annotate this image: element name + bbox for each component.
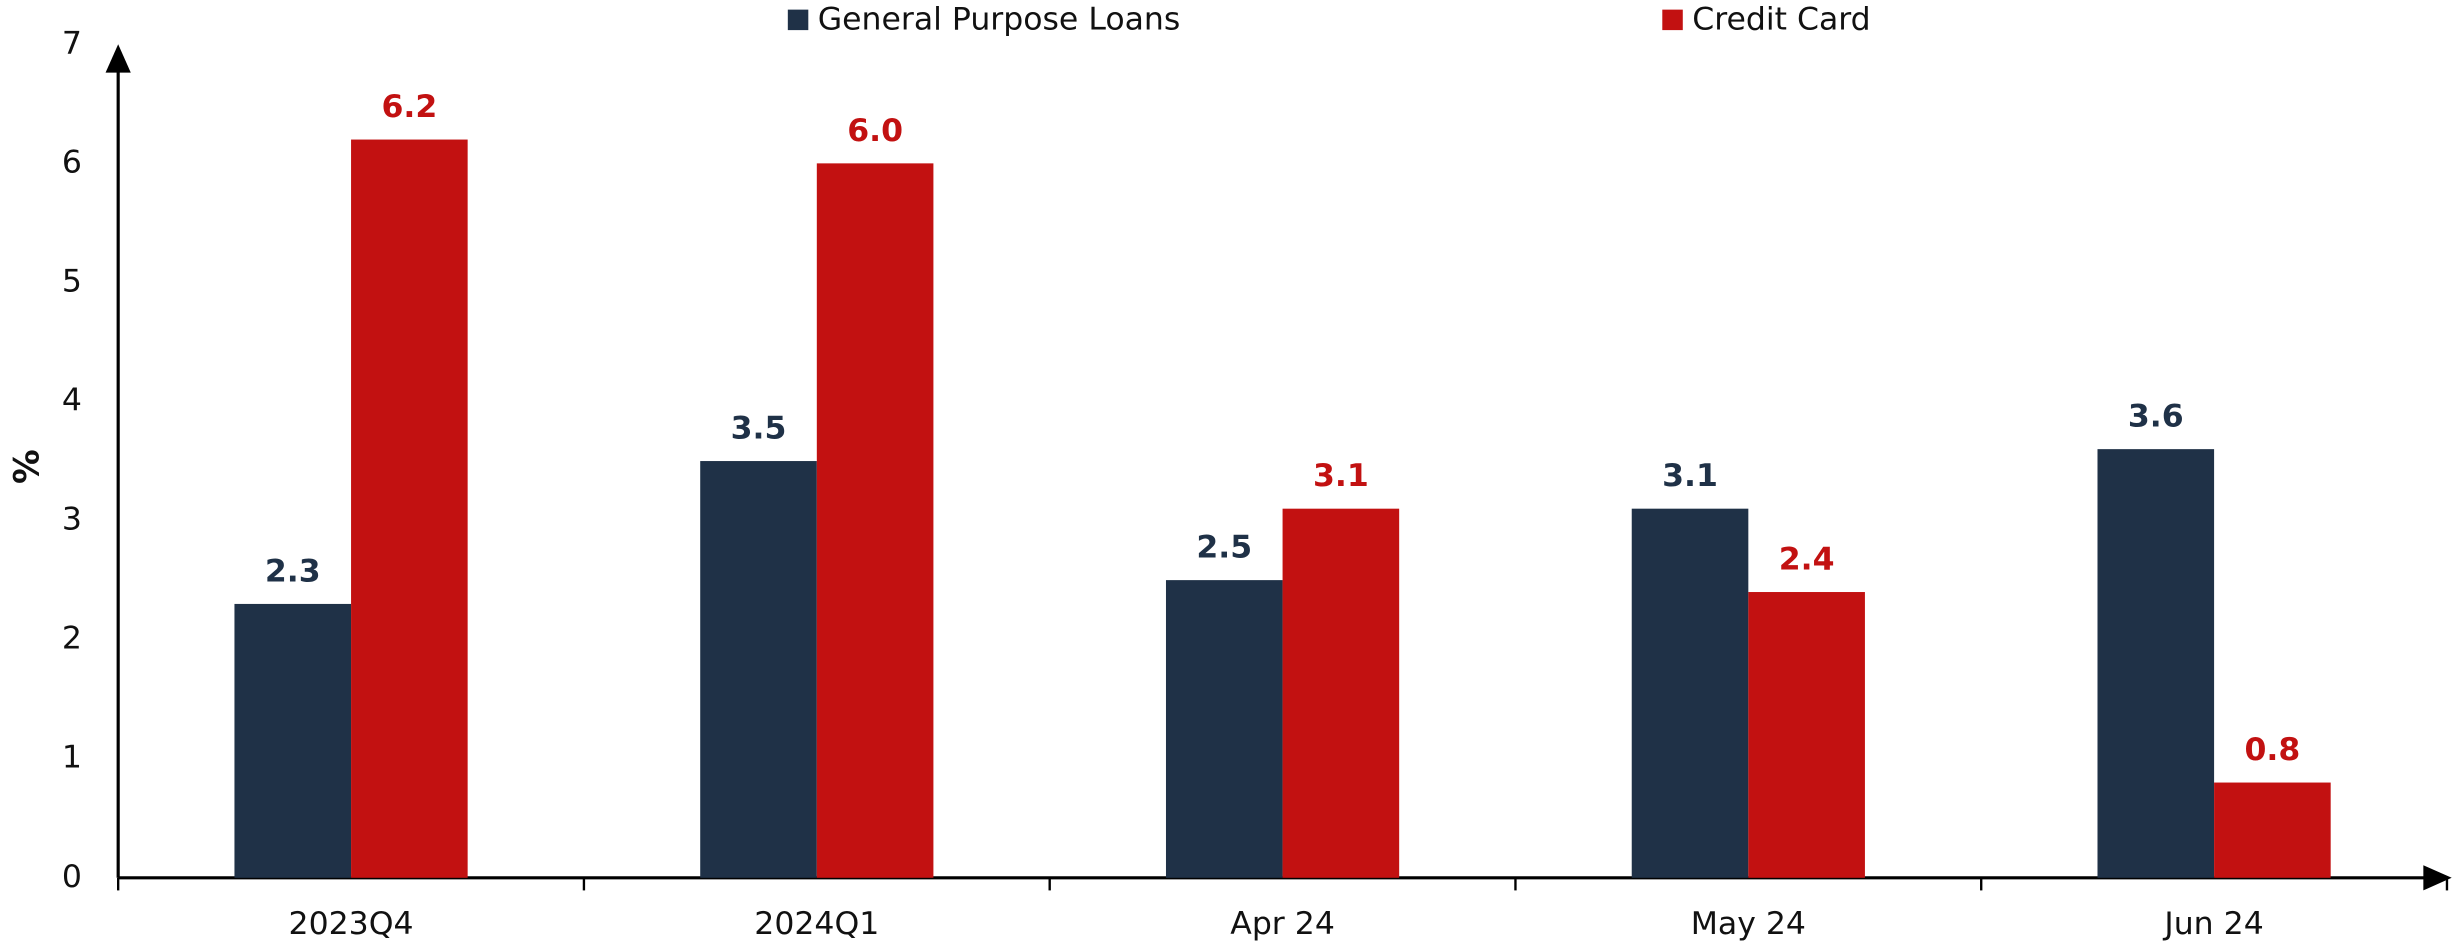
x-tick-label: 2024Q1 bbox=[754, 906, 879, 941]
y-tick-label: 6 bbox=[62, 144, 82, 180]
bar bbox=[816, 163, 934, 878]
y-tick-label: 3 bbox=[62, 502, 82, 538]
value-label: 2.5 bbox=[1196, 530, 1252, 566]
legend-swatch bbox=[787, 9, 809, 31]
x-tick-label: Jun 24 bbox=[2162, 906, 2263, 941]
y-axis-label: % bbox=[7, 449, 47, 484]
value-label: 2.4 bbox=[1779, 542, 1835, 578]
bar bbox=[234, 603, 352, 878]
x-axis-arrow bbox=[2423, 865, 2452, 891]
x-tick-label: Apr 24 bbox=[1230, 906, 1335, 941]
value-label: 6.0 bbox=[847, 113, 903, 149]
value-label: 3.6 bbox=[2128, 399, 2184, 435]
value-label: 0.8 bbox=[2244, 732, 2300, 768]
value-label: 2.3 bbox=[265, 553, 321, 589]
bar bbox=[1165, 580, 1283, 878]
y-tick-label: 7 bbox=[62, 25, 82, 61]
bar bbox=[1748, 592, 1865, 878]
bar bbox=[351, 139, 468, 878]
legend-swatch bbox=[1662, 9, 1683, 31]
y-tick-label: 0 bbox=[62, 859, 82, 895]
y-tick-label: 4 bbox=[62, 383, 82, 419]
y-tick-label: 5 bbox=[62, 263, 82, 299]
value-label: 6.2 bbox=[381, 89, 437, 125]
y-tick-label: 1 bbox=[62, 740, 82, 776]
bar bbox=[700, 461, 817, 878]
value-label: 3.1 bbox=[1662, 458, 1718, 494]
bar bbox=[2214, 782, 2331, 878]
x-tick-label: May 24 bbox=[1691, 906, 1806, 941]
value-label: 3.5 bbox=[731, 411, 787, 447]
y-axis-arrow bbox=[105, 44, 131, 73]
x-tick-label: 2023Q4 bbox=[289, 906, 414, 941]
legend-label: General Purpose Loans bbox=[818, 2, 1181, 38]
legend-label: Credit Card bbox=[1692, 2, 1870, 38]
y-tick-label: 2 bbox=[62, 621, 82, 657]
bar bbox=[1282, 508, 1400, 878]
value-label: 3.1 bbox=[1313, 458, 1369, 494]
bar bbox=[2097, 449, 2215, 878]
bar bbox=[1631, 508, 1749, 878]
